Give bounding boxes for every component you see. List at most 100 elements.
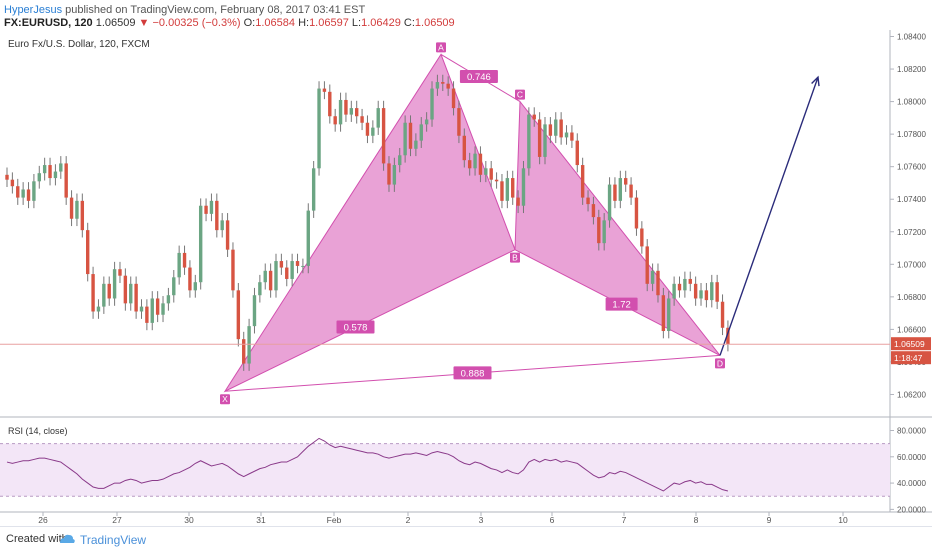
candle-body [613,184,617,201]
candle-body [602,220,606,244]
candle-body [285,267,289,279]
candle-body [290,261,294,279]
footer: Created with TradingView [0,526,932,551]
candle-body [478,153,483,175]
candle-body [720,301,725,328]
ratio-label-box [459,70,498,84]
time-tick-label: 8 [694,515,699,525]
created-with: Created with [6,533,68,545]
candle-body [505,178,510,201]
pattern-point-label: A [438,42,444,52]
candle-body [441,82,445,84]
candle-body [446,83,450,89]
candle-body [16,186,20,198]
price-tick-label: 1.08200 [897,65,926,74]
candle-body [139,306,144,312]
price-change: ▼ −0.00325 (−0.3%) [138,17,241,29]
candle-body [371,127,375,136]
time-tick-label: 10 [838,515,848,525]
last-price-box [891,337,931,351]
candle-body [661,295,666,332]
candle-body [726,327,730,345]
candle-body [570,132,574,141]
candle-body [338,99,343,125]
pattern-point-box [436,42,446,53]
candle-body [198,205,203,283]
symbol-info: FX:EURUSD, 120 1.06509 ▼ −0.00325 (−0.3%… [4,17,455,29]
candle-body [328,91,332,117]
countdown-box [891,351,931,365]
candle-body [683,278,687,291]
candle-body [172,277,176,296]
candle-body [537,119,542,157]
candle-body [419,124,423,141]
candle-body [580,165,585,198]
candle-body [392,165,397,185]
time-tick-label: 30 [184,515,194,525]
candle-body [155,298,160,315]
price-tick-label: 1.07800 [897,130,926,139]
price-tick-label: 1.07400 [897,195,926,204]
ratio-label: 0.746 [467,72,491,83]
candle-body [177,252,181,278]
candle-body [145,306,149,323]
candle-body [435,82,440,89]
close-label: C: [403,17,415,29]
pattern-xab-triangle [223,53,516,393]
time-tick-label: Feb [327,515,342,525]
time-tick-label: 3 [479,515,484,525]
candle-body [597,217,601,244]
candle-body [462,135,466,161]
candle-body [467,160,472,169]
ratio-label-box [336,320,375,334]
candle-body [575,140,579,166]
candle-body [403,122,407,156]
candle-body [484,168,488,175]
price-chart[interactable]: 1.062001.064001.066001.068001.070001.072… [0,0,932,526]
candle-body [274,261,278,291]
candle-body [457,108,461,136]
candle-body [344,99,348,115]
tradingview-brand[interactable]: TradingView [80,533,147,547]
author-link[interactable]: HyperJesus [4,4,63,16]
candle-body [521,168,526,206]
candle-body [430,88,434,120]
time-tick-label: 27 [112,515,122,525]
price-tick-label: 1.08000 [897,98,926,107]
ratio-label: 0.578 [344,323,368,334]
projection-arrow-line [719,76,819,356]
candle-body [424,119,429,125]
candle-body [688,278,692,284]
candle-body [311,168,316,211]
time-tick-label: 9 [767,515,772,525]
candle-body [96,306,101,312]
candle-body [247,326,251,364]
candle-body [494,179,499,182]
candle-body [123,275,128,304]
candle-body [398,155,402,166]
publish-text: published on TradingView.com, February 0… [62,4,366,16]
candle-body [645,246,649,284]
candle-body [301,265,305,267]
rsi-line [6,437,729,492]
pattern-point-label: C [517,90,523,100]
ratio-label: 0.888 [461,368,485,379]
pattern-point-box [510,252,520,263]
candle-body [91,274,95,312]
candle-body [355,108,359,117]
candle-body [349,108,354,115]
candle-body [258,282,262,296]
tradingview-cloud-icon [60,534,75,543]
high-label: H: [298,17,310,29]
candle-body [268,270,273,291]
projection-arrow-head [811,75,820,87]
time-tick-label: 6 [550,515,555,525]
candle-body [322,88,327,92]
candle-body [618,178,623,201]
last-price-label: 1.06509 [894,339,925,349]
candle-body [204,205,208,214]
price-tick-label: 1.08400 [897,33,926,42]
candle-body [629,184,633,198]
candle-body [64,163,68,198]
candle-body [650,270,655,284]
